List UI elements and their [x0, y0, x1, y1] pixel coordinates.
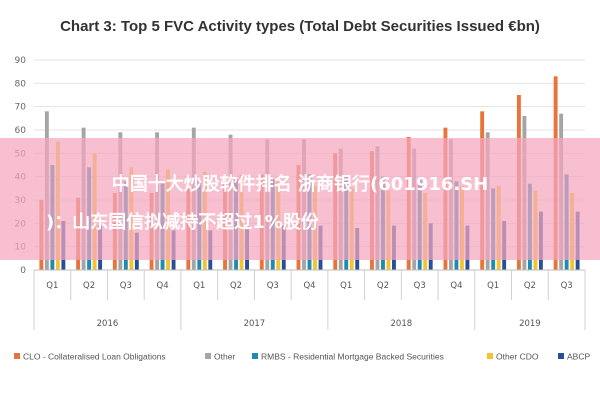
x-tick-label: Q3: [120, 281, 132, 291]
x-axis: Q1 Q2 Q3 Q4 Q1 Q2 Q3 Q4 Q1 Q2 Q3 Q4 Q1 Q2 Q3 2016 2017 20…: [33, 269, 586, 330]
x-tick-label: Q2: [230, 281, 242, 291]
chart-title: Chart 3: Top 5 FVC Activity types (Total…: [60, 18, 540, 35]
legend-swatch: [487, 353, 493, 359]
year-label: 2019: [519, 319, 541, 329]
x-tick-label: Q1: [340, 281, 352, 291]
x-tick-label: Q1: [193, 281, 205, 291]
year-label: 2016: [97, 319, 119, 329]
legend-label: RMBS - Residential Mortgage Backed Secur…: [261, 352, 444, 362]
y-tick-label: 60: [15, 126, 27, 136]
legend-label: Other: [214, 352, 235, 362]
x-tick-label: Q3: [414, 281, 426, 291]
x-tick-label: Q3: [561, 281, 573, 291]
y-tick-label: 70: [15, 103, 27, 113]
overlay-text-line-1: 中国十大炒股软件排名 浙商银行(601916.SH: [112, 173, 489, 195]
overlay-band: [0, 138, 600, 260]
y-tick-label: 0: [20, 266, 26, 276]
legend-swatch: [14, 353, 20, 359]
x-tick-label: Q2: [83, 281, 95, 291]
overlay-banner: 中国十大炒股软件排名 浙商银行(601916.SH )：山东国信拟减持不超过1%…: [0, 138, 600, 260]
x-tick-label: Q4: [450, 281, 462, 291]
legend-label: Other CDO: [496, 352, 539, 362]
x-tick-label: Q2: [377, 281, 389, 291]
legend: CLO - Collateralised Loan Obligations Oth…: [14, 352, 590, 362]
x-tick-label: Q3: [267, 281, 279, 291]
y-tick-label: 80: [15, 79, 27, 89]
y-tick-label: 90: [15, 56, 27, 66]
legend-label: CLO - Collateralised Loan Obligations: [23, 352, 166, 362]
legend-swatch: [205, 353, 211, 359]
x-tick-label: Q4: [303, 281, 315, 291]
legend-label: ABCP: [567, 352, 590, 362]
x-tick-label: Q1: [46, 281, 58, 291]
x-tick-label: Q1: [487, 281, 499, 291]
year-label: 2018: [391, 319, 413, 329]
legend-swatch: [558, 353, 564, 359]
year-label: 2017: [244, 319, 266, 329]
legend-swatch: [252, 353, 258, 359]
x-tick-label: Q4: [157, 281, 169, 291]
x-tick-label: Q2: [524, 281, 536, 291]
overlay-text-line-2: )：山东国信拟减持不超过1%股份: [46, 211, 320, 233]
